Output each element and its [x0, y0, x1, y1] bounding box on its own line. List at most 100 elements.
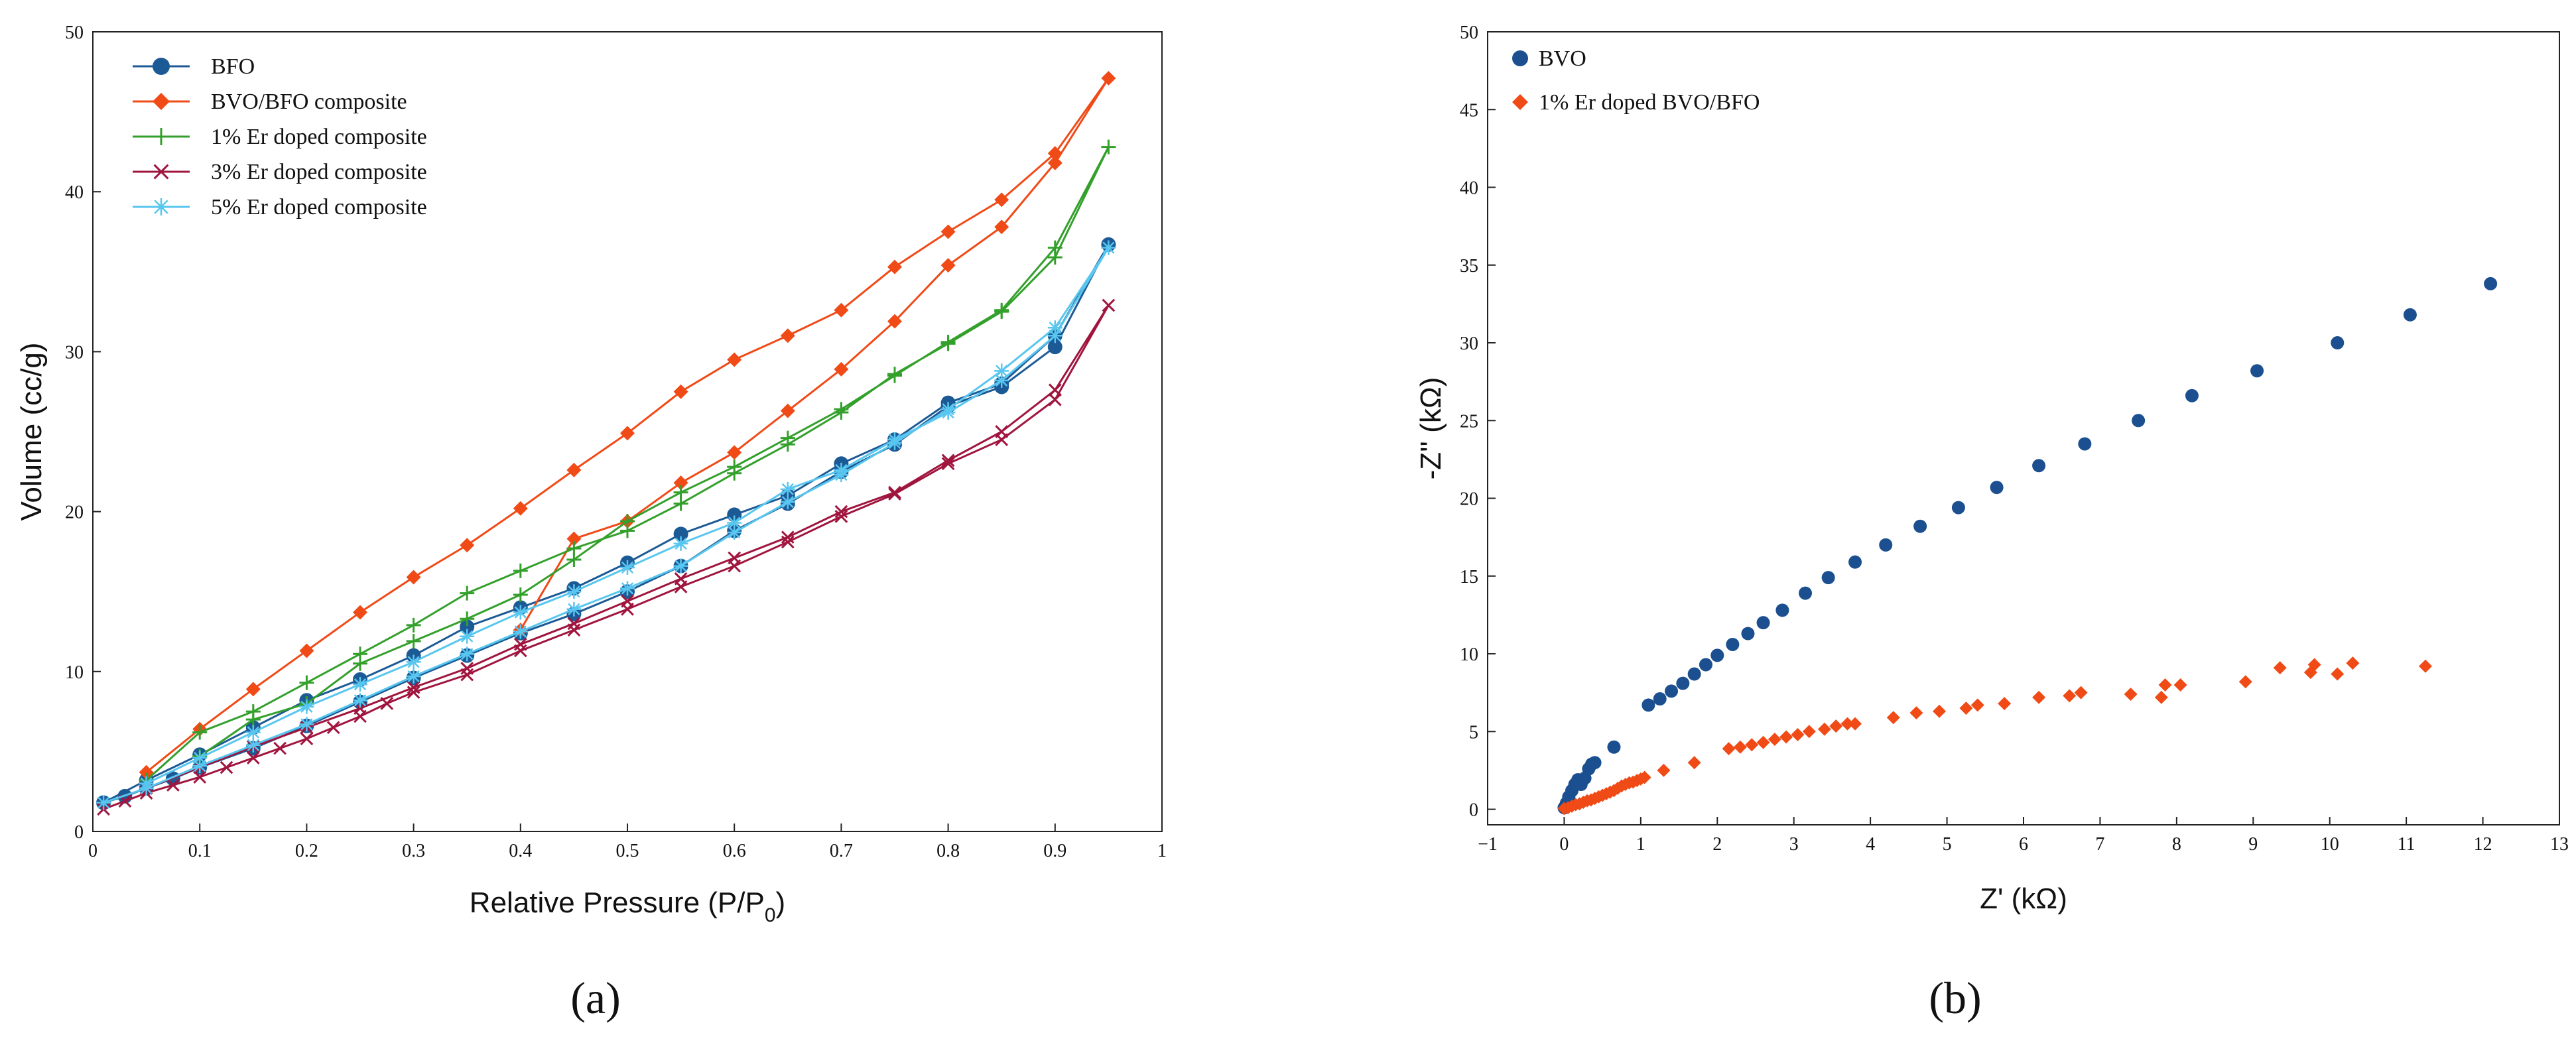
- x-tick-label: 0.1: [188, 841, 212, 861]
- legend-label: BVO: [1539, 46, 1586, 71]
- data-point-5-er-doped-composite: [887, 432, 902, 448]
- data-point-3-er-doped-composite: [273, 741, 287, 755]
- x-tick-label: 4: [1866, 834, 1875, 855]
- data-point-1-er-doped-bvo-bfo: [1886, 711, 1900, 725]
- panel-a-series: [96, 70, 1116, 816]
- data-point-1-er-doped-composite: [192, 725, 208, 740]
- data-point-3-er-doped-composite: [567, 623, 581, 637]
- x-tick-label: 0.4: [509, 841, 532, 861]
- data-point-1-er-doped-composite: [460, 585, 475, 601]
- legend-label: BFO: [211, 54, 255, 79]
- data-point-5-er-doped-composite: [566, 601, 582, 617]
- data-point-3-er-doped-composite: [300, 732, 314, 745]
- data-point-bvo-bfo-composite: [566, 531, 582, 546]
- data-point-5-er-doped-composite: [353, 677, 367, 692]
- data-point-5-er-doped-composite: [96, 795, 111, 810]
- data-point-3-er-doped-composite: [166, 778, 180, 792]
- y-tick-label: 30: [1460, 334, 1478, 354]
- data-point-1-er-doped-bvo-bfo: [1657, 763, 1671, 777]
- series-bfo: [96, 237, 1116, 810]
- data-point-bvo-bfo-composite: [940, 258, 956, 273]
- y-tick-label: 40: [1460, 178, 1478, 199]
- data-point-bvo: [1687, 667, 1701, 681]
- data-point-1-er-doped-bvo-bfo: [1638, 770, 1651, 784]
- data-point-1-er-doped-composite: [406, 617, 421, 633]
- x-tick-label: 5: [1943, 834, 1952, 855]
- y-tick-label: 50: [1460, 23, 1478, 43]
- data-point-5-er-doped-composite: [460, 646, 475, 662]
- legend-entry-bvo-bfo-composite: BVO/BFO composite: [133, 90, 407, 114]
- data-point-bvo-bfo-composite: [245, 682, 261, 697]
- panel-a-isotherm-chart: 0 0.1 0.2 0.3 0.4 0.5 0.6 0.7 0.8 0.9 101020304050…: [15, 23, 1167, 1023]
- panel-b-impedance-chart: −1 0 1 2 3 4 5 6 7 8 9 10 11 12 1305101520253035404550…: [1415, 23, 2569, 1023]
- data-point-5-er-doped-composite: [1047, 320, 1063, 336]
- series-line-3-er-doped-composite: [103, 304, 1110, 810]
- data-point-bvo: [2032, 459, 2046, 473]
- data-point-5-er-doped-composite: [513, 624, 528, 639]
- data-point-3-er-doped-composite: [781, 535, 795, 549]
- data-point-1-er-doped-composite: [1101, 139, 1116, 154]
- data-point-5-er-doped-composite: [834, 462, 849, 477]
- legend-marker: [153, 164, 169, 180]
- data-point-1-er-doped-composite: [566, 552, 582, 567]
- data-point-bvo: [2331, 336, 2345, 350]
- data-point-bvo-bfo-composite: [513, 501, 528, 516]
- x-tick-label: 0.8: [936, 841, 960, 861]
- data-point-1-er-doped-composite: [1047, 240, 1063, 255]
- x-tick-label: 0.3: [402, 841, 425, 861]
- data-point-1-er-doped-bvo-bfo: [1829, 719, 1843, 733]
- data-point-1-er-doped-composite: [673, 485, 688, 500]
- data-point-bvo-bfo-composite: [353, 605, 367, 620]
- x-tick-label: 0: [88, 841, 97, 861]
- data-point-1-er-doped-bvo-bfo: [2346, 656, 2360, 670]
- data-point-3-er-doped-composite: [1048, 393, 1062, 406]
- data-point-bvo: [1756, 616, 1770, 630]
- series-5-er-doped-composite: [96, 240, 1116, 810]
- x-tick-label: 13: [2550, 834, 2569, 855]
- data-point-3-er-doped-composite: [1102, 298, 1116, 312]
- data-point-1-er-doped-bvo-bfo: [2331, 667, 2345, 681]
- data-point-bfo: [673, 526, 688, 542]
- y-tick-label: 0: [74, 822, 84, 843]
- data-point-bvo-bfo-composite: [406, 570, 421, 585]
- y-tick-label: 10: [1460, 644, 1478, 665]
- data-point-3-er-doped-composite: [407, 681, 420, 694]
- data-point-1-er-doped-composite: [940, 334, 956, 349]
- data-point-5-er-doped-composite: [406, 654, 421, 670]
- legend-marker: [153, 58, 170, 75]
- panel-b-series: [1557, 276, 2498, 816]
- x-tick-label: 1: [1636, 834, 1645, 855]
- data-point-bvo: [1848, 555, 1862, 569]
- data-point-1-er-doped-bvo-bfo: [2074, 686, 2088, 700]
- data-point-1-er-doped-bvo-bfo: [2158, 678, 2172, 692]
- y-tick-label: 10: [65, 662, 84, 683]
- data-point-3-er-doped-composite: [834, 505, 848, 518]
- data-point-1-er-doped-bvo-bfo: [1933, 704, 1947, 718]
- y-tick-label: 35: [1460, 256, 1478, 276]
- y-tick-label: 45: [1460, 100, 1478, 121]
- legend-entry-1-er-doped-bvo-bfo: 1% Er doped BVO/BFO: [1512, 90, 1760, 115]
- data-point-bvo: [1710, 648, 1724, 662]
- data-point-1-er-doped-composite: [780, 430, 795, 446]
- data-point-1-er-doped-bvo-bfo: [1791, 727, 1805, 741]
- data-point-bvo-bfo-composite: [566, 462, 582, 477]
- y-tick-label: 20: [65, 503, 84, 523]
- series-bvo: [1557, 276, 2498, 815]
- data-point-1-er-doped-composite: [353, 656, 367, 671]
- legend-marker: [1512, 50, 1528, 66]
- data-point-bvo: [1726, 637, 1740, 651]
- data-point-1-er-doped-composite: [727, 459, 742, 475]
- x-tick-label: 6: [2019, 834, 2028, 855]
- series-1-er-doped-bvo-bfo: [1557, 656, 2432, 816]
- data-point-1-er-doped-bvo-bfo: [1959, 702, 1973, 715]
- data-point-bvo-bfo-composite: [673, 475, 688, 491]
- panel-a-y-axis-title: Volume (cc/g): [15, 343, 48, 521]
- data-point-bvo-bfo-composite: [673, 384, 688, 399]
- data-point-bvo: [1799, 586, 1813, 600]
- data-point-5-er-doped-composite: [139, 776, 154, 791]
- x-tick-label: 11: [2398, 834, 2415, 855]
- panel-b-label: (b): [1929, 973, 1981, 1023]
- data-point-bvo: [2078, 437, 2092, 451]
- data-point-1-er-doped-composite: [887, 368, 902, 383]
